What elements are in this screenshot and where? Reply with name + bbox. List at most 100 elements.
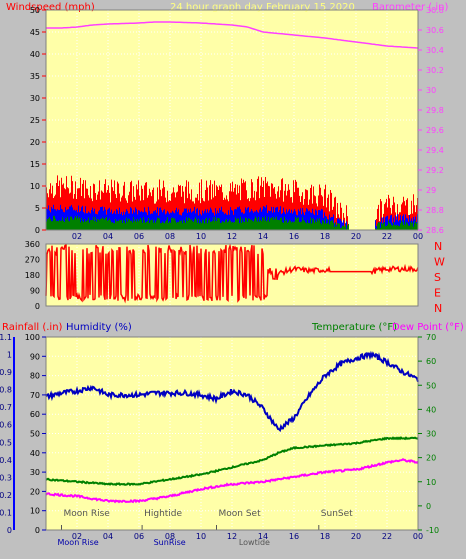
x-tick-label: 20 <box>351 532 361 541</box>
rain-axis-label: 0.5 <box>0 438 12 447</box>
wind-axis-label: 35 <box>30 72 40 81</box>
temperature-axis-label: 20 <box>426 454 436 463</box>
wind-axis-label: 15 <box>30 160 40 169</box>
temperature-axis-label: 0 <box>426 502 431 511</box>
direction-axis-label: 0 <box>35 302 40 311</box>
humidity-title: Humidity (%) <box>66 322 132 333</box>
rain-axis-label: 0.7 <box>0 403 12 412</box>
barometer-axis-label: 29.4 <box>426 146 444 155</box>
x-tick-label: 18 <box>320 532 330 541</box>
barometer-axis-label: 30.2 <box>426 66 444 75</box>
wind-axis-label: 10 <box>30 182 40 191</box>
grid-layer <box>46 9 419 531</box>
barometer-axis-label: 30 <box>426 86 436 95</box>
humidity-axis-label: 40 <box>30 449 40 458</box>
humidity-axis-label: 0 <box>35 526 40 535</box>
annotation-label: Moon Set <box>219 509 262 519</box>
x-tick-label: 16 <box>289 532 299 541</box>
x-tick-label: 12 <box>227 532 237 541</box>
barometer-axis-label: 30.6 <box>426 26 444 35</box>
barometer-axis-label: 30.8 <box>426 6 444 15</box>
temperature-axis-label: 10 <box>426 478 436 487</box>
humidity-line <box>45 350 419 433</box>
rain-axis-label: 0 <box>7 526 12 535</box>
temperature-line <box>45 436 419 487</box>
x-tick-label: 00 <box>413 532 423 541</box>
wind-axis-label: 30 <box>30 94 40 103</box>
barometer-axis-label: 28.8 <box>426 206 444 215</box>
x-tick-label: 18 <box>320 232 330 241</box>
x-tick-label: 06 <box>134 232 144 241</box>
temperature-axis-label: -10 <box>426 526 439 535</box>
wind-axis-label: 0 <box>35 226 40 235</box>
humidity-axis-label: 10 <box>30 507 40 516</box>
rain-axis-label: 0.6 <box>0 421 12 430</box>
rain-axis-label: 0.3 <box>0 473 12 482</box>
direction-axis-label: 360 <box>25 240 40 249</box>
barometer-axis-label: 29.6 <box>426 126 444 135</box>
humidity-axis-label: 70 <box>30 391 40 400</box>
humidity-axis-label: 90 <box>30 352 40 361</box>
baro-title: Barometer (.in) <box>372 2 448 13</box>
dewpoint-line <box>45 457 419 504</box>
compass-label: S <box>434 271 441 284</box>
temperature-axis-label: 40 <box>426 405 436 414</box>
wind-title: Windspeed (mph) <box>6 2 95 13</box>
barometer-axis-label: 28.6 <box>426 226 444 235</box>
temperature-axis-label: 30 <box>426 430 436 439</box>
x-tick-label: 04 <box>103 532 113 541</box>
compass-label: N <box>434 240 442 253</box>
temperature-axis-label: 70 <box>426 333 436 342</box>
direction-axis-label: 90 <box>30 287 40 296</box>
rain-axis-label: 1 <box>7 351 12 360</box>
data-layer: Moon Rise Hightide Moon Set SunSet Moon Rise… <box>45 21 419 547</box>
temperature-axis-label: 50 <box>426 381 436 390</box>
x-tick-label: 14 <box>258 232 268 241</box>
x-tick-label: 04 <box>103 232 113 241</box>
annotation-label: Hightide <box>144 509 182 519</box>
x-tick-label: 08 <box>165 532 175 541</box>
rain-axis-label: 0.1 <box>0 508 12 517</box>
barometer-axis-label: 29 <box>426 186 436 195</box>
wind-axis-label: 20 <box>30 138 40 147</box>
x-tick-label: 14 <box>258 532 268 541</box>
rain-axis-label: 0.8 <box>0 386 12 395</box>
compass-label: W <box>434 256 445 269</box>
x-tick-label: 08 <box>165 232 175 241</box>
humidity-axis-label: 50 <box>30 430 40 439</box>
annotation-label: SunSet <box>321 509 353 519</box>
humidity-axis-label: 60 <box>30 410 40 419</box>
compass-label: E <box>434 287 441 300</box>
direction-axis-label: 270 <box>25 256 40 265</box>
wind-axis-label: 50 <box>30 6 40 15</box>
x-tick-label: 00 <box>413 232 423 241</box>
humidity-axis-label: 30 <box>30 468 40 477</box>
rain-axis-label: 1.1 <box>0 333 12 342</box>
compass-label: N <box>434 302 442 315</box>
barometer-axis-label: 29.2 <box>426 166 444 175</box>
x-tick-label: 06 <box>134 532 144 541</box>
x-tick-label: 16 <box>289 232 299 241</box>
wind-axis-label: 5 <box>35 204 40 213</box>
wind-axis-label: 45 <box>30 28 40 37</box>
dewpoint-title: Dew Point (°F) <box>392 322 464 333</box>
annotation-low-label: SunRise <box>154 538 186 547</box>
x-tick-label: 10 <box>196 532 206 541</box>
humidity-axis-label: 100 <box>25 333 40 342</box>
wind-direction-line <box>45 243 419 304</box>
direction-axis-label: 180 <box>25 271 40 280</box>
temperature-title: Temperature (°F) <box>311 322 397 333</box>
rain-axis-label: 0.2 <box>0 491 12 500</box>
plot-frame <box>45 243 419 307</box>
rain-axis-label: 0.9 <box>0 368 12 377</box>
x-tick-label: 12 <box>227 232 237 241</box>
annotation-low-label: Lowtide <box>239 538 270 547</box>
center-title: 24 hour graph day February 15 2020 <box>170 2 355 13</box>
rain-title: Rainfall (.in) <box>2 322 63 333</box>
x-tick-label: 22 <box>382 232 392 241</box>
humidity-axis-label: 20 <box>30 487 40 496</box>
rain-axis-label: 0.4 <box>0 456 12 465</box>
temperature-axis-label: 60 <box>426 357 436 366</box>
